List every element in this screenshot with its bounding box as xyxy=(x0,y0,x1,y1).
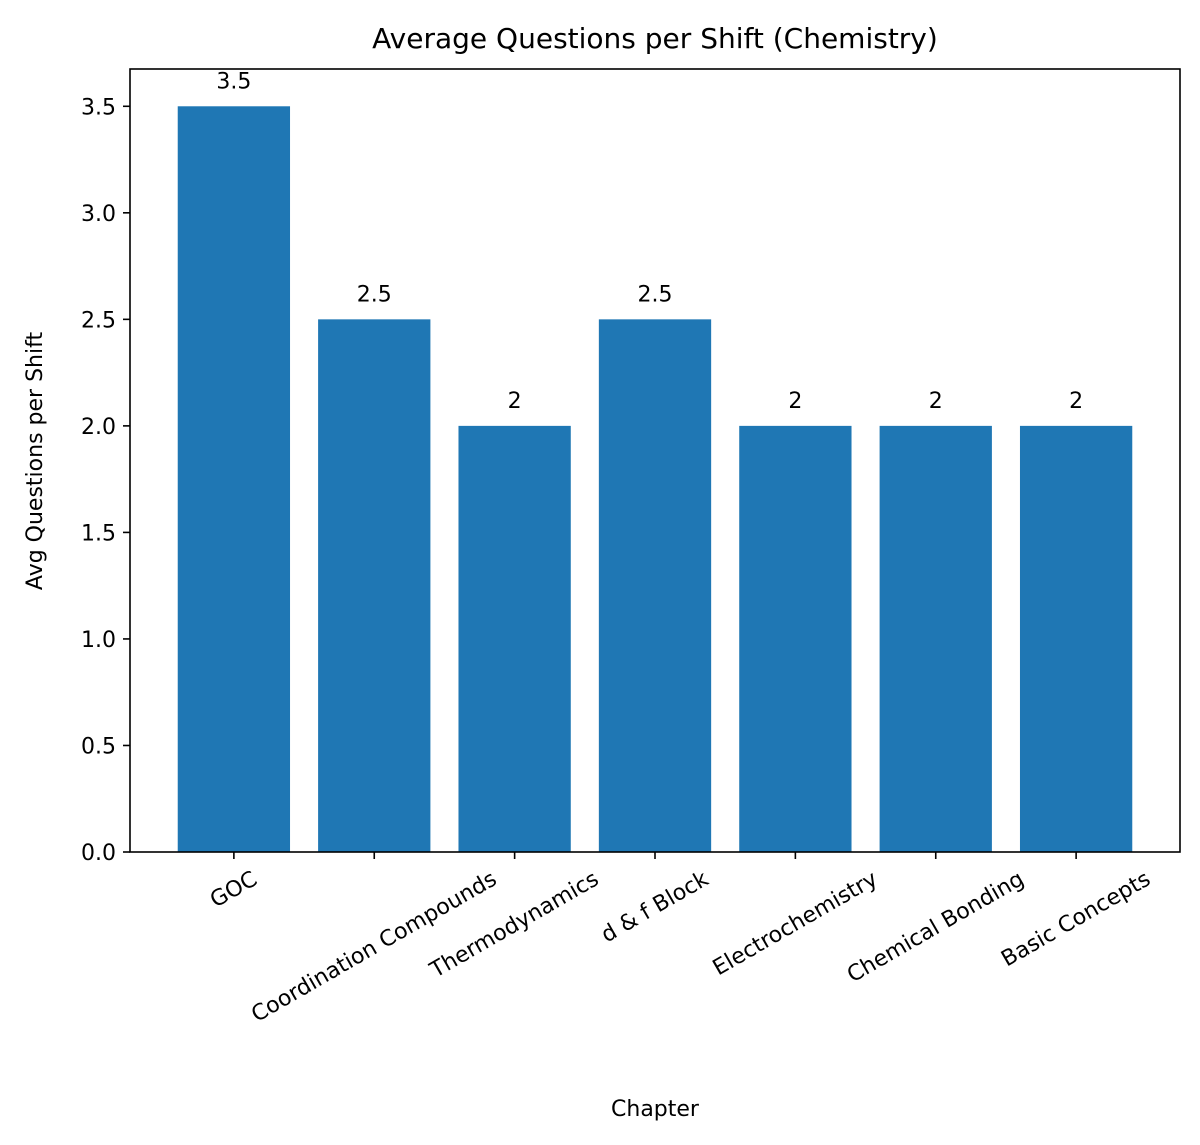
y-tick-label: 0.0 xyxy=(81,841,116,866)
bar xyxy=(739,425,852,852)
x-tick-label: d & f Block xyxy=(597,867,713,948)
y-tick-label: 1.0 xyxy=(81,628,116,653)
bar xyxy=(318,319,431,852)
y-tick-label: 0.5 xyxy=(81,734,116,759)
bar xyxy=(1019,425,1133,852)
y-tick-label: 3.5 xyxy=(81,95,116,120)
bar xyxy=(177,106,291,853)
data-label: 3.5 xyxy=(216,69,251,94)
y-tick-label: 2.0 xyxy=(81,415,116,440)
bars-group xyxy=(177,106,1133,853)
x-tick-label: GOC xyxy=(206,867,262,914)
bar xyxy=(458,425,571,852)
data-label: 2.5 xyxy=(357,282,392,307)
bar xyxy=(598,319,712,852)
y-axis-label: Avg Questions per Shift xyxy=(23,332,48,591)
y-tick-label: 2.5 xyxy=(81,308,116,333)
x-axis-label: Chapter xyxy=(611,1097,700,1122)
bar xyxy=(879,425,992,852)
data-labels-group: 3.5 2.5 2 2.5 2 2 2 xyxy=(216,69,1083,414)
data-label: 2 xyxy=(1069,389,1083,414)
x-tick-label: Thermodynamics xyxy=(425,867,603,984)
data-label: 2 xyxy=(508,389,522,414)
chart-title: Average Questions per Shift (Chemistry) xyxy=(372,22,938,55)
data-label: 2.5 xyxy=(638,282,673,307)
y-tick-label: 3.0 xyxy=(81,202,116,227)
data-label: 2 xyxy=(788,389,802,414)
data-label: 2 xyxy=(929,389,943,414)
y-axis: 0.0 0.5 1.0 1.5 2.0 2.5 3.0 3.5 xyxy=(81,95,130,866)
y-tick-label: 1.5 xyxy=(81,521,116,546)
